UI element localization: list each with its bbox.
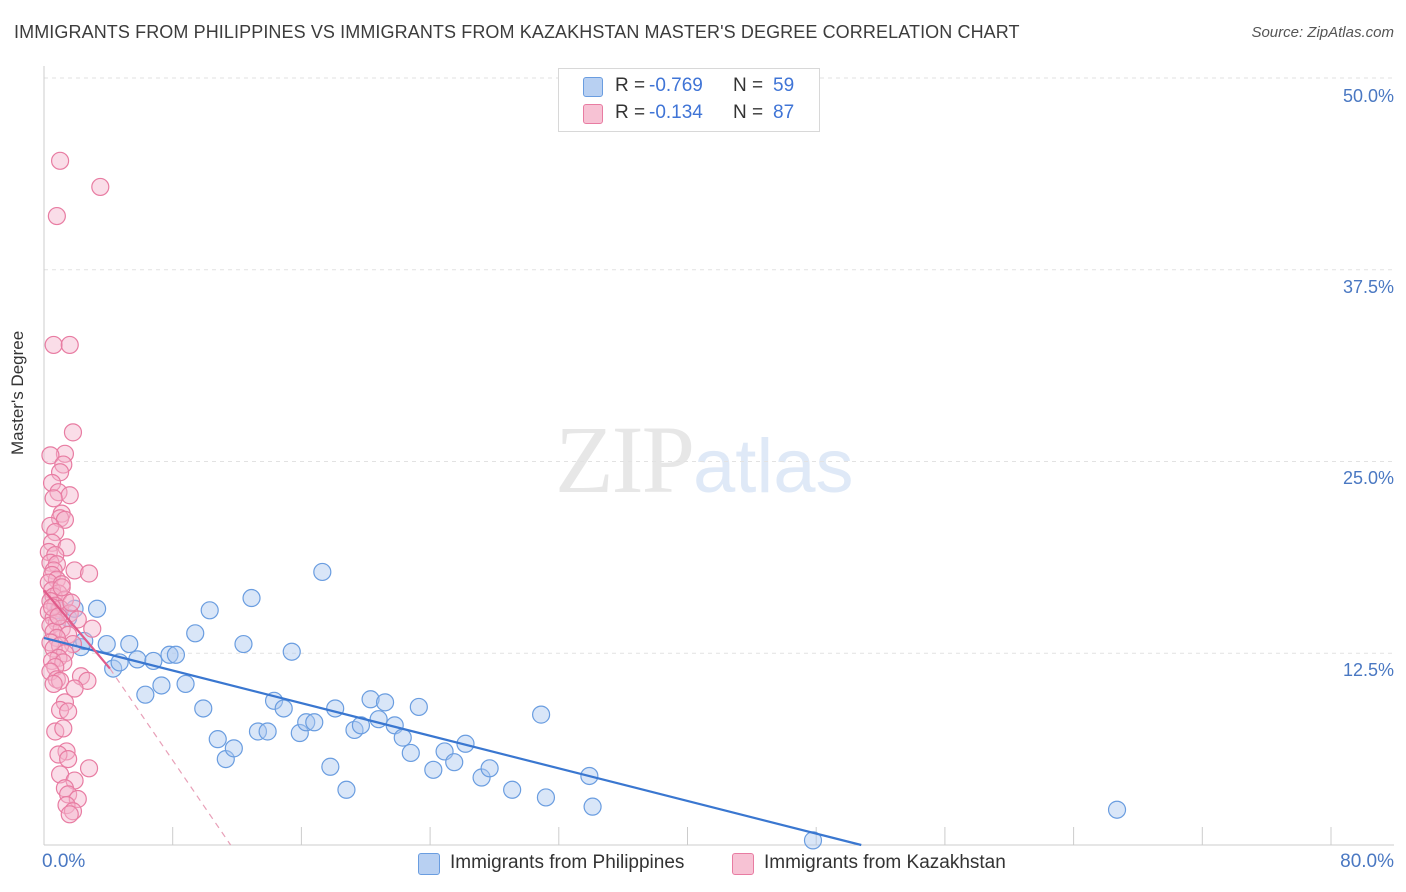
kazakhstan-point-64 — [44, 674, 63, 694]
philippines-point-52 — [532, 705, 551, 724]
chart-title: IMMIGRANTS FROM PHILIPPINES VS IMMIGRANT… — [14, 22, 1020, 42]
philippines-point-23 — [242, 588, 261, 608]
philippines-point-24 — [248, 722, 268, 741]
philippines-point-40 — [375, 693, 395, 712]
legend-r-value-philippines: -0.769 — [649, 75, 703, 96]
zipatlas-watermark: ZIPatlas — [555, 404, 854, 515]
philippines-point-35 — [337, 780, 356, 799]
legend-n-value-kazakhstan: 87 — [773, 102, 795, 123]
kazakhstan-point-81 — [63, 802, 83, 821]
kazakhstan-point-1 — [91, 177, 110, 197]
philippines-point-55 — [583, 797, 602, 816]
x-tick-label-max: 80.0% — [1340, 851, 1394, 872]
philippines-point-28 — [282, 642, 301, 661]
bottom-legend-label-kazakhstan: Immigrants from Kazakhstan — [764, 852, 1006, 873]
kazakhstan-point-10 — [42, 473, 62, 493]
y-tick-label-12-5: 12.5% — [1342, 660, 1394, 680]
philippines-point-34 — [326, 699, 345, 718]
kazakhstan-point-46 — [83, 619, 102, 638]
kazakhstan-point-7 — [41, 446, 60, 465]
philippines-point-16 — [186, 624, 205, 643]
philippines-point-5 — [97, 634, 116, 654]
philippines-point-38 — [361, 690, 380, 709]
kazakhstan-point-74 — [79, 759, 99, 778]
philippines-point-18 — [200, 601, 219, 620]
stats-legend: R = -0.769 N = 59 R = -0.134 N = 87 — [558, 68, 820, 132]
philippines-point-29 — [290, 723, 309, 743]
legend-r-value-kazakhstan: -0.134 — [649, 102, 703, 123]
philippines-point-12 — [152, 676, 171, 695]
philippines-point-47 — [445, 753, 464, 772]
kazakhstan-point-65 — [65, 679, 84, 698]
kazakhstan-point-68 — [59, 702, 78, 721]
kazakhstan-point-3 — [44, 335, 63, 355]
legend-swatch-philippines — [583, 77, 603, 97]
kazakhstan-point-86 — [52, 578, 71, 597]
philippines-point-21 — [224, 739, 243, 758]
kazakhstan-point-27 — [79, 564, 99, 583]
philippines-point-19 — [208, 730, 227, 749]
bottom-legend-label-philippines: Immigrants from Philippines — [450, 852, 685, 873]
legend-r-label: R = — [615, 102, 646, 123]
philippines-point-44 — [409, 697, 428, 717]
philippines-point-33 — [321, 757, 340, 776]
philippines-point-13 — [160, 645, 179, 664]
philippines-point-53 — [536, 788, 556, 807]
philippines-point-45 — [424, 760, 443, 779]
kazakhstan-point-18 — [46, 522, 65, 542]
philippines-point-27 — [274, 699, 293, 718]
legend-n-value-philippines: 59 — [773, 75, 795, 96]
kazakhstan-point-2 — [47, 206, 66, 226]
watermark-zip: ZIP — [555, 406, 695, 513]
philippines-point-10 — [136, 685, 155, 704]
kazakhstan-point-72 — [49, 745, 68, 764]
kazakhstan-point-5 — [63, 423, 83, 442]
kazakhstan-point-85 — [49, 607, 68, 626]
philippines-point-14 — [166, 645, 186, 664]
philippines-point-31 — [305, 713, 324, 732]
bottom-legend-swatch-kazakhstan — [732, 853, 754, 875]
y-tick-label-37-5: 37.5% — [1342, 277, 1394, 297]
philippines-point-50 — [480, 759, 499, 778]
philippines-point-25 — [258, 722, 277, 741]
kazakhstan-trend-extension — [109, 668, 232, 846]
kazakhstan-point-84 — [62, 593, 81, 612]
kazakhstan-point-82 — [60, 805, 79, 824]
kazakhstan-trend-line — [43, 589, 111, 670]
philippines-point-37 — [351, 716, 371, 735]
kazakhstan-point-4 — [60, 335, 79, 355]
chart-source: Source: ZipAtlas.com — [1251, 24, 1394, 41]
philippines-point-4 — [87, 599, 107, 618]
philippines-point-22 — [234, 634, 253, 654]
philippines-point-57 — [1107, 800, 1127, 819]
y-axis-label: Master's Degree — [8, 330, 27, 455]
kazakhstan-point-11 — [49, 483, 68, 502]
kazakhstan-point-70 — [54, 719, 73, 738]
philippines-point-42 — [393, 728, 412, 747]
legend-n-label: N = — [733, 75, 764, 96]
legend-n-label: N = — [733, 102, 764, 123]
kazakhstan-point-13 — [44, 489, 63, 508]
legend-swatch-kazakhstan — [583, 104, 603, 124]
kazakhstan-point-0 — [50, 151, 70, 170]
y-tick-label-50: 50.0% — [1342, 86, 1394, 106]
philippines-point-51 — [503, 780, 522, 799]
kazakhstan-point-42 — [68, 610, 87, 629]
philippines-point-32 — [313, 562, 332, 582]
bottom-legend-swatch-philippines — [418, 853, 440, 875]
legend-r-label: R = — [615, 75, 646, 96]
kazakhstan-point-26 — [65, 561, 84, 580]
philippines-point-8 — [120, 634, 139, 654]
y-tick-label-25: 25.0% — [1342, 468, 1394, 488]
philippines-point-15 — [176, 674, 195, 694]
kazakhstan-point-73 — [59, 749, 78, 769]
kazakhstan-point-12 — [60, 486, 79, 505]
x-tick-label-min: 0.0% — [42, 851, 86, 872]
philippines-point-17 — [194, 699, 213, 718]
watermark-atlas: atlas — [693, 424, 854, 509]
philippines-trend-line — [43, 636, 862, 847]
philippines-point-43 — [401, 743, 420, 763]
